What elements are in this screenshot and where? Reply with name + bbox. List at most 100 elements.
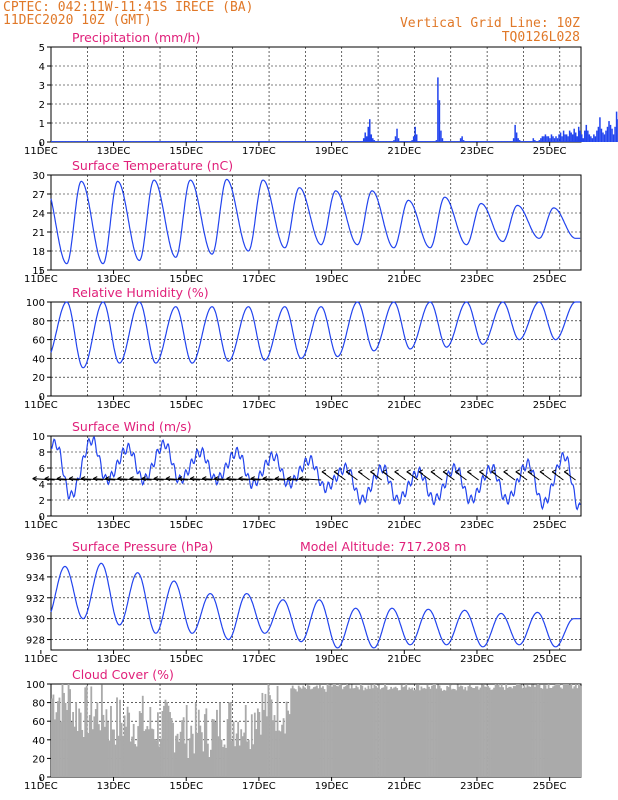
wind-arrow-head (551, 469, 557, 475)
cloud-cover-bar (155, 740, 158, 777)
cloud-cover-bar (429, 688, 432, 777)
cloud-cover-bar (326, 684, 329, 777)
precip-bar (178, 141, 180, 142)
cloud-cover-bar (391, 688, 394, 777)
cloud-cover-bar (88, 715, 91, 777)
precip-bar (132, 141, 135, 142)
cloud-cover-bar (402, 687, 405, 777)
precip-bar (341, 141, 344, 142)
cloud-cover-bar (370, 685, 373, 777)
x-tick-label: 23DEC (460, 146, 494, 157)
x-tick-label: 19DEC (315, 781, 349, 792)
cloud-cover-bar (131, 736, 134, 777)
cloud-cover-bar (496, 684, 499, 777)
precip-bar (185, 141, 188, 142)
cloud-cover-bar (52, 694, 55, 777)
precip-bar (266, 141, 268, 142)
cloud-cover-bar (369, 688, 371, 777)
cloud-cover-bar (358, 689, 361, 777)
precip-bar (58, 141, 61, 142)
y-tick-label: 4 (39, 480, 45, 491)
precip-bar (167, 141, 170, 142)
x-tick-label: 13DEC (97, 274, 131, 285)
cloud-cover-bar (267, 684, 270, 777)
precip-bar (332, 141, 335, 142)
cloud-cover-bar (214, 721, 217, 777)
precip-bar (173, 141, 176, 142)
cloud-cover-bar (320, 687, 323, 777)
cloud-cover-bar (467, 686, 470, 777)
precip-bar (82, 141, 85, 142)
cloud-cover-bar (125, 726, 128, 777)
precip-bar (561, 136, 563, 142)
x-tick-label: 25DEC (533, 274, 567, 285)
cloud-cover-bar (434, 684, 436, 777)
precip-bar (347, 141, 350, 142)
precip-bar (270, 141, 273, 142)
cloud-cover-bar (269, 695, 271, 777)
cloud-cover-bar (58, 697, 61, 777)
precip-bar (279, 141, 282, 142)
cloud-cover-bar (87, 733, 90, 777)
precip-bar (440, 130, 442, 142)
precip-bar (110, 141, 112, 142)
precip-bar (334, 141, 336, 142)
cloud-cover-bar (481, 684, 483, 777)
cloud-cover-bar (573, 686, 576, 777)
precip-bar (261, 141, 264, 142)
cloud-cover-bar (226, 719, 229, 777)
precip-bar (326, 141, 329, 142)
cloud-cover-bar (137, 726, 140, 777)
cloud-cover-bar (517, 684, 520, 777)
cloud-cover-bar (249, 749, 252, 777)
precip-bar (512, 138, 515, 142)
precip-bar (81, 141, 83, 142)
cloud-cover-bar (194, 703, 197, 777)
precip-bar (181, 141, 183, 142)
cloud-cover-bar (66, 709, 68, 777)
cloud-cover-bar (346, 684, 349, 777)
precip-bar (496, 141, 498, 142)
precip-bar (276, 141, 279, 142)
precip-bar (532, 138, 535, 142)
precip-bar (146, 141, 148, 142)
cloud-cover-bar (238, 745, 241, 777)
precip-bar (546, 136, 548, 142)
precip-bar (381, 141, 383, 142)
precip-bar (353, 141, 356, 142)
precip-bar (337, 141, 339, 142)
cloud-cover-bar (497, 684, 500, 777)
x-tick-label: 11DEC (24, 400, 58, 411)
cloud-cover-bar (278, 730, 280, 777)
precip-bar (131, 141, 133, 142)
cloud-cover-bar (571, 688, 574, 777)
relative-humidity-panel: 0 20 40 60 80 100 11DEC 13DEC 15DEC 17DEC 19DEC 21D… (24, 285, 582, 411)
precip-bar (599, 117, 601, 142)
cloud-cover-bar (437, 684, 439, 777)
cloud-cover-bar (556, 684, 559, 777)
precip-bar (258, 141, 260, 142)
cloud-cover-bar (479, 687, 482, 777)
cloud-cover-bar (432, 684, 435, 777)
cloud-cover-bar (350, 684, 353, 777)
precip-bar (335, 141, 338, 142)
precip-bar (609, 124, 612, 142)
precip-bar (370, 134, 373, 142)
y-tick-label: 932 (26, 594, 45, 605)
y-tick-label: 40 (32, 736, 45, 747)
cloud-cover-bar (153, 739, 156, 777)
x-tick-label: 15DEC (169, 654, 203, 665)
cloud-cover-bar (409, 688, 412, 777)
cloud-cover-bar (294, 689, 297, 777)
precip-bar (69, 141, 71, 142)
precip-bar (232, 141, 235, 142)
cloud-cover-bar (356, 687, 359, 777)
precip-bar (126, 141, 129, 142)
cloud-cover-bar (399, 690, 402, 777)
cloud-cover-bar (475, 686, 477, 777)
precip-bar (543, 136, 545, 142)
y-tick-label: 100 (26, 298, 45, 309)
precip-bar (329, 141, 332, 142)
cloud-cover-bar (114, 744, 117, 777)
cloud-cover-bar (141, 695, 144, 777)
